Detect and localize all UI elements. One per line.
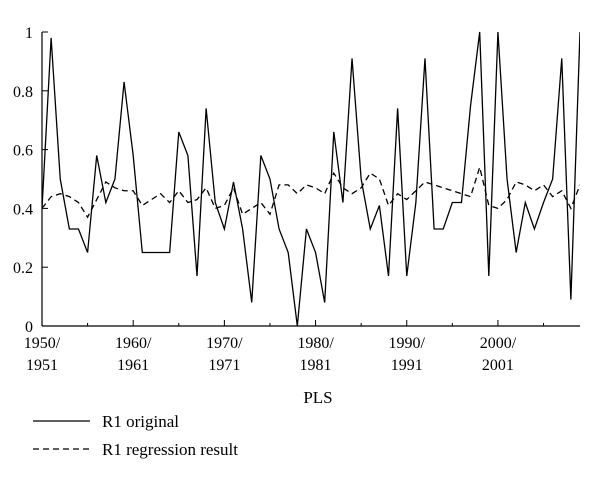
x-axis-title: PLS xyxy=(303,388,332,407)
y-tick-label: 0.4 xyxy=(13,201,33,218)
y-tick-label: 1 xyxy=(25,25,33,42)
x-tick-label: 1991 xyxy=(391,357,423,374)
x-tick-label: 1961 xyxy=(117,357,149,374)
x-tick-label: 1971 xyxy=(208,357,240,374)
y-axis: 0 0.2 0.4 0.6 0.8 1 xyxy=(13,25,48,336)
legend-label: R1 regression result xyxy=(102,440,238,459)
x-tick-label: 1990/ xyxy=(389,335,426,352)
series-line-original xyxy=(42,31,580,327)
x-tick-label: 2000/ xyxy=(480,335,517,352)
legend: R1 original R1 regression result xyxy=(33,412,238,459)
x-tick-label: 1981 xyxy=(300,357,332,374)
x-tick-label: 1970/ xyxy=(206,335,243,352)
x-tick-label: 1950/ xyxy=(24,335,61,352)
y-tick-label: 0.6 xyxy=(13,143,33,160)
y-tick-label: 0 xyxy=(25,319,33,336)
x-tick-label: 1980/ xyxy=(297,335,334,352)
x-tick-label: 1960/ xyxy=(115,335,152,352)
x-tick-label: 1951 xyxy=(26,357,58,374)
series-line-regression xyxy=(42,164,580,219)
legend-label: R1 original xyxy=(102,412,179,431)
y-tick-label: 0.8 xyxy=(13,84,33,101)
x-tick-label: 2001 xyxy=(482,357,514,374)
x-axis: 1950/1951 1960/1961 1970/1971 1980/1981 1990… xyxy=(24,320,545,374)
series-layer xyxy=(42,31,580,327)
plot-frame xyxy=(41,32,580,327)
y-tick-label: 0.2 xyxy=(13,260,33,277)
